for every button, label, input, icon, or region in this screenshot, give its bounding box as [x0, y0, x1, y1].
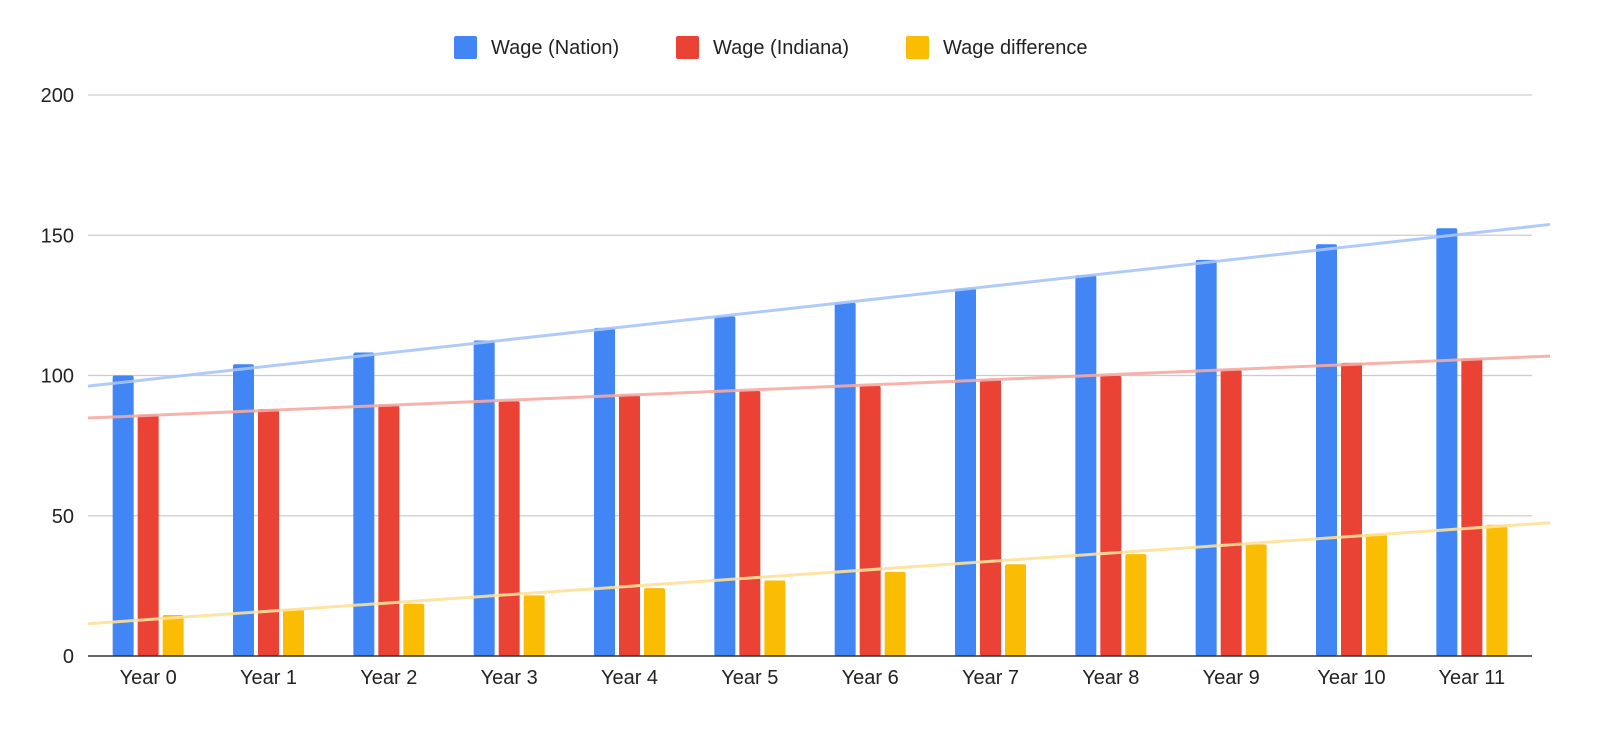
x-tick-label: Year 0: [120, 667, 177, 689]
bar-nation-0[interactable]: [112, 375, 134, 657]
trendline-difference: [87, 521, 1551, 626]
bar-difference-10[interactable]: [1366, 533, 1387, 656]
x-tick-label: Year 11: [1438, 667, 1505, 689]
x-tick-label: Year 4: [601, 667, 658, 689]
bar-difference-4[interactable]: [644, 588, 665, 656]
x-tick-label: Year 10: [1317, 667, 1385, 689]
bar-difference-1[interactable]: [283, 609, 304, 656]
bar-indiana-5[interactable]: [739, 390, 761, 656]
bar-nation-11[interactable]: [1436, 228, 1458, 657]
bar-indiana-7[interactable]: [980, 379, 1001, 656]
trendline-indiana: [87, 354, 1551, 420]
legend-label-indiana: Wage (Indiana): [713, 37, 849, 59]
bar-indiana-9[interactable]: [1220, 369, 1242, 656]
legend-swatch-difference: [906, 36, 929, 59]
x-tick-label: Year 9: [1203, 667, 1260, 689]
y-tick-label: 50: [52, 506, 74, 528]
bar-difference-9[interactable]: [1245, 544, 1267, 656]
trendlines: [87, 222, 1551, 626]
legend-label-nation: Wage (Nation): [491, 37, 619, 59]
bar-difference-11[interactable]: [1486, 524, 1508, 656]
bar-nation-1[interactable]: [233, 364, 254, 656]
bar-indiana-4[interactable]: [619, 395, 640, 656]
y-tick-label: 150: [41, 225, 74, 247]
bar-nation-6[interactable]: [834, 302, 856, 656]
legend-item-difference[interactable]: Wage difference: [906, 36, 1088, 59]
legend-item-indiana[interactable]: Wage (Indiana): [676, 36, 849, 59]
bar-indiana-0[interactable]: [137, 414, 159, 656]
bar-difference-7[interactable]: [1005, 564, 1026, 656]
bar-indiana-3[interactable]: [498, 401, 520, 656]
bar-nation-8[interactable]: [1075, 275, 1097, 656]
y-tick-label: 100: [41, 366, 74, 388]
bars: [112, 228, 1508, 657]
legend: Wage (Nation) Wage (Indiana) Wage differ…: [454, 36, 1088, 59]
x-tick-label: Year 7: [962, 667, 1019, 689]
bar-indiana-11[interactable]: [1461, 358, 1483, 656]
x-tick-label: Year 2: [360, 667, 417, 689]
bar-difference-0[interactable]: [162, 615, 184, 656]
bar-difference-5[interactable]: [764, 580, 786, 656]
y-axis: 0 50 100 150 200: [41, 85, 74, 668]
x-tick-label: Year 5: [721, 667, 778, 689]
bar-nation-2[interactable]: [353, 352, 375, 656]
legend-label-difference: Wage difference: [943, 37, 1088, 59]
y-tick-label: 0: [63, 646, 74, 668]
legend-swatch-nation: [454, 36, 477, 59]
x-axis: Year 0 Year 1 Year 2 Year 3 Year 4 Year 5 Year…: [120, 667, 1506, 689]
bar-difference-8[interactable]: [1125, 554, 1147, 656]
bar-indiana-2[interactable]: [378, 404, 400, 656]
x-tick-label: Year 6: [842, 667, 899, 689]
legend-swatch-indiana: [676, 36, 699, 59]
x-tick-label: Year 8: [1082, 667, 1139, 689]
gridlines: [88, 94, 1532, 517]
bar-nation-3[interactable]: [473, 340, 495, 656]
bar-nation-10[interactable]: [1316, 244, 1337, 656]
bar-nation-9[interactable]: [1195, 259, 1217, 656]
bar-difference-6[interactable]: [884, 571, 906, 656]
bar-indiana-6[interactable]: [859, 385, 881, 656]
x-tick-label: Year 3: [481, 667, 538, 689]
x-tick-label: Year 1: [240, 667, 297, 689]
legend-item-nation[interactable]: Wage (Nation): [454, 36, 619, 59]
bar-indiana-10[interactable]: [1341, 362, 1362, 656]
y-tick-label: 200: [41, 85, 74, 107]
bar-nation-4[interactable]: [594, 327, 615, 656]
bar-nation-5[interactable]: [714, 316, 736, 656]
bar-difference-2[interactable]: [403, 603, 425, 656]
bar-difference-3[interactable]: [523, 595, 545, 656]
trendline-nation: [87, 222, 1551, 388]
bar-indiana-8[interactable]: [1100, 375, 1122, 656]
bar-indiana-1[interactable]: [258, 409, 279, 656]
bar-nation-7[interactable]: [955, 288, 976, 656]
